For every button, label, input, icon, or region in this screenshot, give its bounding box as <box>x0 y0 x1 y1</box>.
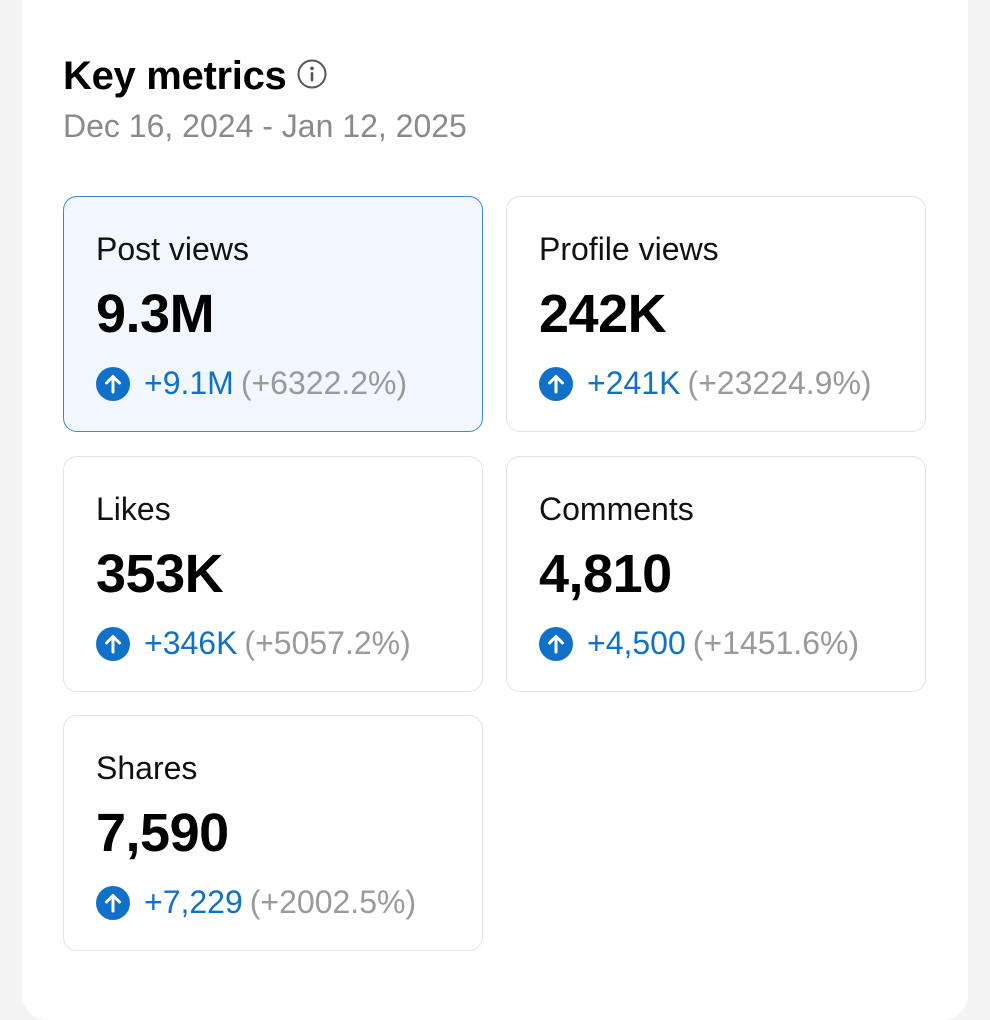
metric-value: 4,810 <box>539 544 672 604</box>
info-icon[interactable] <box>297 59 327 89</box>
metric-percent: (+6322.2%) <box>240 365 408 401</box>
metric-change: +7,229 (+2002.5%) <box>96 884 416 921</box>
metric-change: +4,500 (+1451.6%) <box>539 625 859 662</box>
metric-change: +346K (+5057.2%) <box>96 625 411 662</box>
metric-card-post-views[interactable]: Post views 9.3M +9.1M (+6322.2%) <box>63 196 483 432</box>
arrow-up-circle-icon <box>539 626 573 661</box>
metric-card-profile-views[interactable]: Profile views 242K +241K (+23224.9%) <box>506 196 926 432</box>
metric-percent: (+23224.9%) <box>687 365 872 401</box>
metric-label: Post views <box>96 231 249 267</box>
metric-change: +241K (+23224.9%) <box>539 365 872 402</box>
metric-value: 7,590 <box>96 803 229 863</box>
title-row: Key metrics <box>63 52 467 100</box>
arrow-up-circle-icon <box>539 366 573 401</box>
metric-delta: +241K <box>587 365 681 401</box>
metric-percent: (+2002.5%) <box>249 884 417 920</box>
arrow-up-circle-icon <box>96 626 130 661</box>
metric-card-likes[interactable]: Likes 353K +346K (+5057.2%) <box>63 456 483 692</box>
metric-delta: +4,500 <box>587 625 686 661</box>
metric-label: Profile views <box>539 231 719 267</box>
metric-value: 9.3M <box>96 284 215 344</box>
metric-delta: +7,229 <box>144 884 243 920</box>
metric-change: +9.1M (+6322.2%) <box>96 365 407 402</box>
page-title: Key metrics <box>63 53 287 98</box>
arrow-up-circle-icon <box>96 366 130 401</box>
metric-percent: (+1451.6%) <box>692 625 860 661</box>
metric-label: Comments <box>539 491 694 527</box>
metric-delta: +346K <box>144 625 238 661</box>
metric-card-shares[interactable]: Shares 7,590 +7,229 (+2002.5%) <box>63 715 483 951</box>
metric-value: 242K <box>539 284 667 344</box>
date-range: Dec 16, 2024 - Jan 12, 2025 <box>63 108 467 144</box>
metric-value: 353K <box>96 544 224 604</box>
metric-label: Shares <box>96 750 198 786</box>
key-metrics-header: Key metrics Dec 16, 2024 - Jan 12, 2025 <box>63 52 467 145</box>
metric-delta: +9.1M <box>144 365 234 401</box>
arrow-up-circle-icon <box>96 885 130 920</box>
metric-card-comments[interactable]: Comments 4,810 +4,500 (+1451.6%) <box>506 456 926 692</box>
metric-percent: (+5057.2%) <box>244 625 411 661</box>
metric-label: Likes <box>96 491 171 527</box>
